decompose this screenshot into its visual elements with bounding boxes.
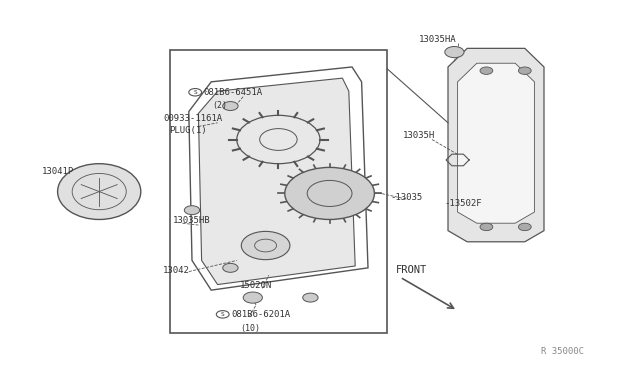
Text: 15020N: 15020N	[240, 281, 272, 290]
Circle shape	[223, 263, 238, 272]
Circle shape	[518, 223, 531, 231]
Circle shape	[480, 223, 493, 231]
Circle shape	[445, 46, 464, 58]
Polygon shape	[448, 48, 544, 242]
Polygon shape	[458, 63, 534, 223]
Text: (10): (10)	[240, 324, 260, 333]
Text: -13035: -13035	[390, 193, 422, 202]
Text: S: S	[193, 90, 197, 95]
Polygon shape	[198, 78, 355, 285]
Text: -13502F: -13502F	[445, 199, 483, 208]
Text: PLUG(1): PLUG(1)	[170, 126, 207, 135]
Circle shape	[184, 206, 200, 215]
Text: 13041P: 13041P	[42, 167, 74, 176]
Circle shape	[285, 167, 374, 219]
Text: 13035HA: 13035HA	[419, 35, 457, 44]
Text: 13035HB: 13035HB	[173, 216, 211, 225]
Text: (2): (2)	[212, 101, 227, 110]
Text: 081B6-6201A: 081B6-6201A	[232, 310, 291, 319]
Circle shape	[303, 293, 318, 302]
Text: 00933-1161A: 00933-1161A	[163, 114, 222, 123]
Text: 13042: 13042	[163, 266, 190, 275]
Circle shape	[480, 67, 493, 74]
Text: S: S	[221, 312, 225, 317]
Circle shape	[241, 231, 290, 260]
Text: FRONT: FRONT	[396, 265, 427, 275]
Text: 13035H: 13035H	[403, 131, 435, 140]
Circle shape	[243, 292, 262, 303]
Text: 081B6-6451A: 081B6-6451A	[204, 88, 262, 97]
Text: R 35000C: R 35000C	[541, 347, 584, 356]
Circle shape	[518, 67, 531, 74]
Bar	[170, 50, 387, 333]
Circle shape	[223, 102, 238, 110]
Ellipse shape	[58, 164, 141, 219]
